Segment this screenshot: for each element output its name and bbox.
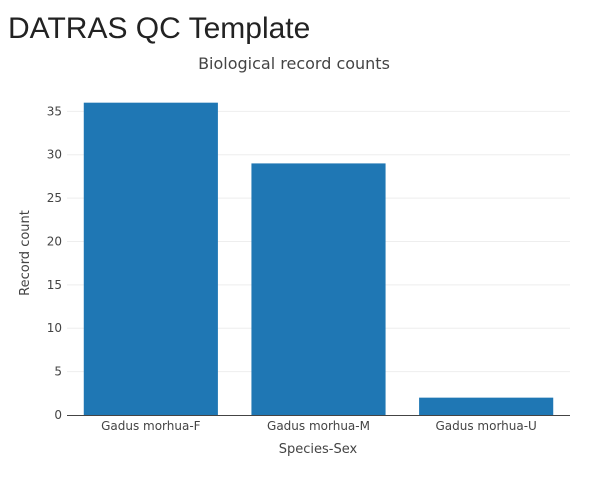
y-tick-label: 10 bbox=[47, 321, 62, 335]
y-axis-ticks: 0 5 10 15 20 25 30 35 bbox=[47, 104, 62, 422]
y-tick-label: 30 bbox=[47, 148, 62, 162]
y-tick-label: 5 bbox=[54, 365, 62, 379]
bars bbox=[83, 102, 554, 416]
page-title: DATRAS QC Template bbox=[8, 12, 311, 45]
x-axis-ticks: Gadus morhua-F Gadus morhua-M Gadus morhua… bbox=[101, 419, 537, 433]
chart-title: Biological record counts bbox=[198, 54, 390, 73]
y-axis-title: Record count bbox=[18, 210, 33, 296]
bar[interactable] bbox=[419, 397, 554, 415]
x-tick-label: Gadus morhua-F bbox=[101, 419, 201, 433]
y-tick-label: 20 bbox=[47, 234, 62, 248]
y-tick-label: 15 bbox=[47, 278, 62, 292]
chart-container: Biological record counts 0 5 10 15 20 25 30 35 … bbox=[0, 44, 589, 481]
x-tick-label: Gadus morhua-U bbox=[435, 419, 536, 433]
y-tick-label: 35 bbox=[47, 104, 62, 118]
bar[interactable] bbox=[251, 163, 386, 415]
x-tick-label: Gadus morhua-M bbox=[267, 419, 370, 433]
x-axis-title: Species-Sex bbox=[279, 442, 358, 457]
bar-chart: Biological record counts 05101520253035 … bbox=[18, 54, 570, 457]
y-tick-label: 0 bbox=[54, 408, 62, 422]
y-tick-label: 25 bbox=[47, 191, 62, 205]
bar[interactable] bbox=[83, 102, 218, 416]
